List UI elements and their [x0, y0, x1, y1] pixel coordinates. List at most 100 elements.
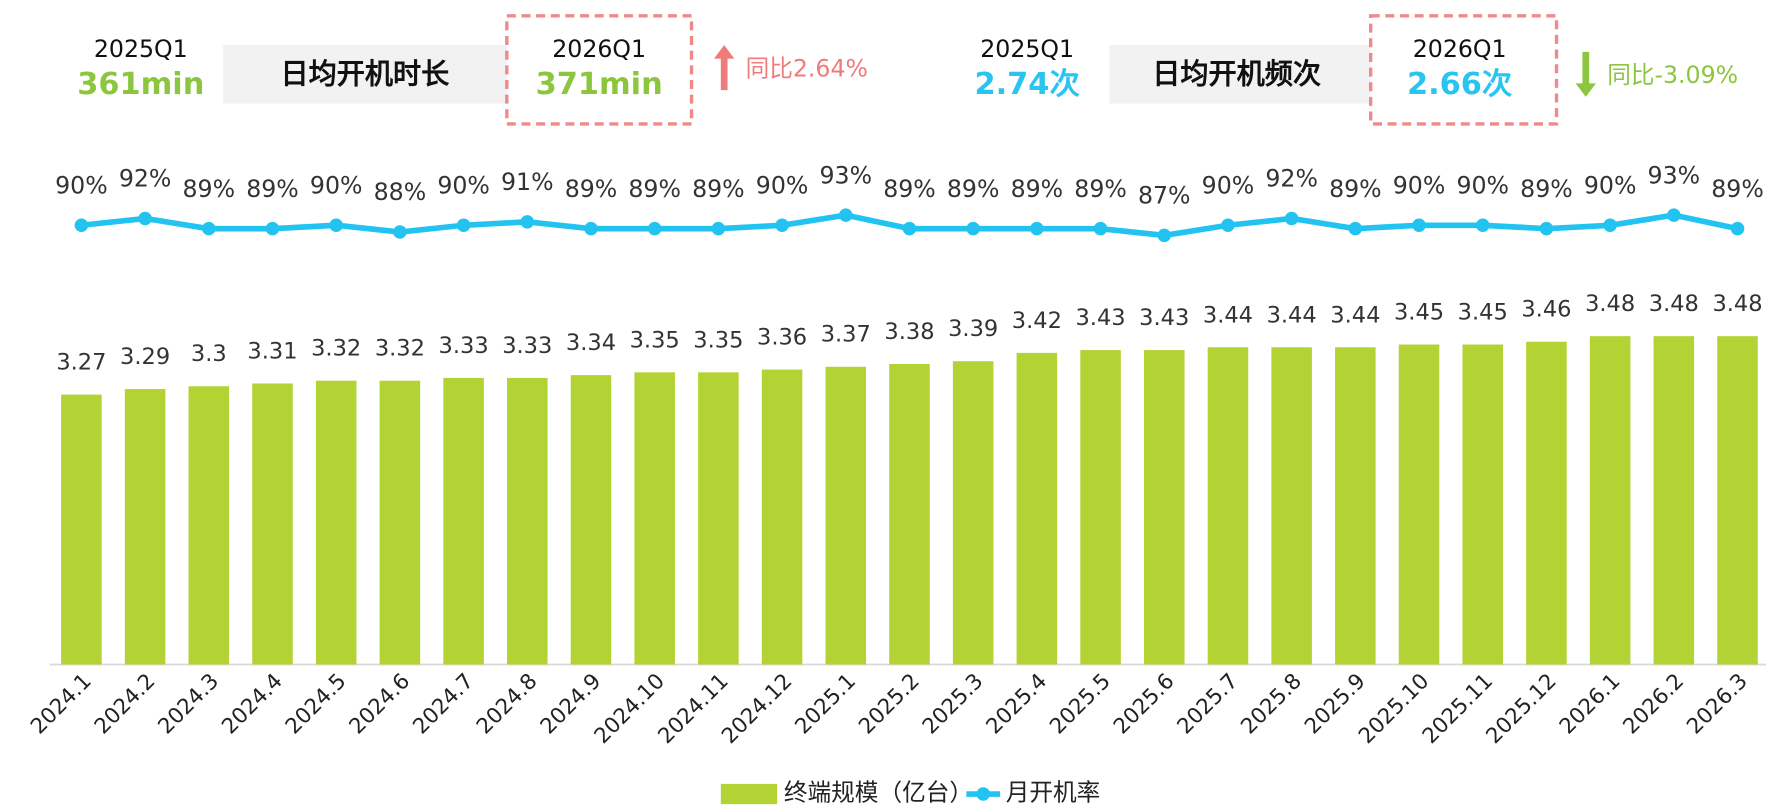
bar-label: 3.43	[1139, 305, 1189, 331]
line-label: 90%	[1584, 171, 1637, 199]
bar-label: 3.34	[566, 330, 616, 356]
line-label: 89%	[1711, 175, 1764, 203]
line-point	[1030, 221, 1044, 236]
line-point	[1348, 221, 1363, 236]
bar-label: 3.44	[1330, 302, 1380, 328]
x-tick-label: 2025.8	[1236, 669, 1307, 740]
line-label: 92%	[119, 165, 172, 193]
bar	[889, 363, 930, 665]
bar	[61, 394, 102, 665]
line-label: 89%	[1074, 175, 1127, 203]
line-label: 89%	[1520, 175, 1573, 203]
line-point	[393, 225, 407, 239]
bar-label: 3.37	[821, 322, 871, 348]
label-box	[1109, 45, 1371, 104]
bar	[1080, 350, 1121, 665]
line-label: 93%	[1648, 161, 1701, 189]
line-point	[839, 208, 853, 222]
x-tick-label: 2025.1	[790, 669, 861, 740]
line-label: 89%	[692, 175, 745, 203]
x-tick-label: 2024.6	[345, 669, 416, 740]
bar	[1398, 344, 1440, 665]
line-point	[711, 221, 726, 236]
current-box	[505, 14, 694, 126]
bar	[379, 380, 421, 665]
x-tick-label: 2026.2	[1619, 669, 1690, 740]
line-label: 88%	[374, 178, 427, 206]
x-tick-label: 2026.1	[1555, 669, 1626, 740]
panel-left: 2025Q1 361min 日均开机时长 2026Q1 371min 同比2.6…	[77, 14, 868, 126]
line-point	[138, 211, 152, 226]
curr-value: 2.66次	[1407, 67, 1513, 102]
bar	[1653, 336, 1695, 665]
line-point	[1412, 218, 1426, 233]
line-point	[1093, 221, 1108, 236]
line-point	[1730, 221, 1745, 236]
bar-label: 3.32	[375, 336, 425, 362]
line-label: 90%	[1202, 171, 1255, 199]
prev-value: 2.74次	[974, 67, 1080, 102]
x-tick-label: 2025.3	[918, 669, 989, 740]
bar	[634, 372, 675, 665]
x-tick-label: 2025.7	[1173, 669, 1244, 740]
line-point	[1667, 208, 1681, 222]
bar-label: 3.3	[191, 341, 227, 367]
bar	[1717, 336, 1758, 665]
line-point	[1284, 211, 1299, 226]
bar	[698, 372, 739, 665]
bar-label: 3.39	[948, 316, 998, 342]
change: 同比2.64%	[746, 54, 868, 82]
prev-period: 2025Q1	[980, 35, 1074, 63]
line-point	[74, 218, 89, 233]
line-point	[584, 221, 598, 236]
bar	[1143, 350, 1185, 665]
x-tick-label: 2024.1	[26, 669, 97, 740]
bar-label: 3.38	[884, 319, 934, 345]
bar	[443, 377, 484, 665]
curr-value: 371min	[536, 67, 663, 102]
prev-value: 361min	[77, 67, 204, 102]
x-tick-label: 2024.4	[217, 669, 288, 740]
line-label: 90%	[437, 171, 490, 199]
line-point	[902, 221, 917, 236]
bar	[1271, 347, 1312, 665]
x-tick-label: 2025.4	[982, 669, 1053, 740]
label-box	[223, 45, 507, 104]
x-tick-label: 2026.3	[1682, 669, 1753, 740]
prev-period: 2025Q1	[94, 35, 188, 63]
bar-label: 3.48	[1712, 291, 1762, 317]
legend-swatch-point	[976, 787, 990, 801]
bar	[507, 377, 548, 665]
x-tick-label: 2024.8	[472, 669, 543, 740]
legend-label: 月开机率	[1006, 779, 1101, 807]
legend-swatch	[720, 783, 778, 805]
line-point	[775, 218, 789, 233]
bar-label: 3.31	[247, 338, 297, 364]
line-label: 89%	[1329, 175, 1382, 203]
bar-label: 3.42	[1012, 308, 1062, 334]
up-arrow	[714, 45, 735, 91]
x-tick-label: 2024.7	[408, 669, 479, 740]
bar	[1016, 352, 1058, 665]
bar	[315, 380, 357, 665]
line-label: 91%	[501, 168, 554, 196]
bar	[188, 386, 230, 665]
line-label: 87%	[1138, 182, 1191, 210]
bar-label: 3.45	[1394, 299, 1444, 325]
bar-label: 3.48	[1585, 291, 1635, 317]
line-point	[1539, 221, 1554, 236]
bar-label: 3.35	[630, 327, 680, 353]
x-tick-label: 2024.2	[90, 669, 161, 740]
bar	[825, 366, 867, 665]
bar-label: 3.35	[693, 327, 743, 353]
line-label: 90%	[1456, 171, 1509, 199]
bar	[952, 361, 994, 665]
line-label: 89%	[1011, 175, 1064, 203]
bar	[124, 389, 166, 665]
line-point	[966, 221, 980, 236]
bar-label: 3.33	[502, 333, 552, 359]
x-tick-label: 2025.2	[854, 669, 925, 740]
bar-label: 3.27	[56, 350, 106, 376]
bar-label: 3.33	[439, 333, 489, 359]
